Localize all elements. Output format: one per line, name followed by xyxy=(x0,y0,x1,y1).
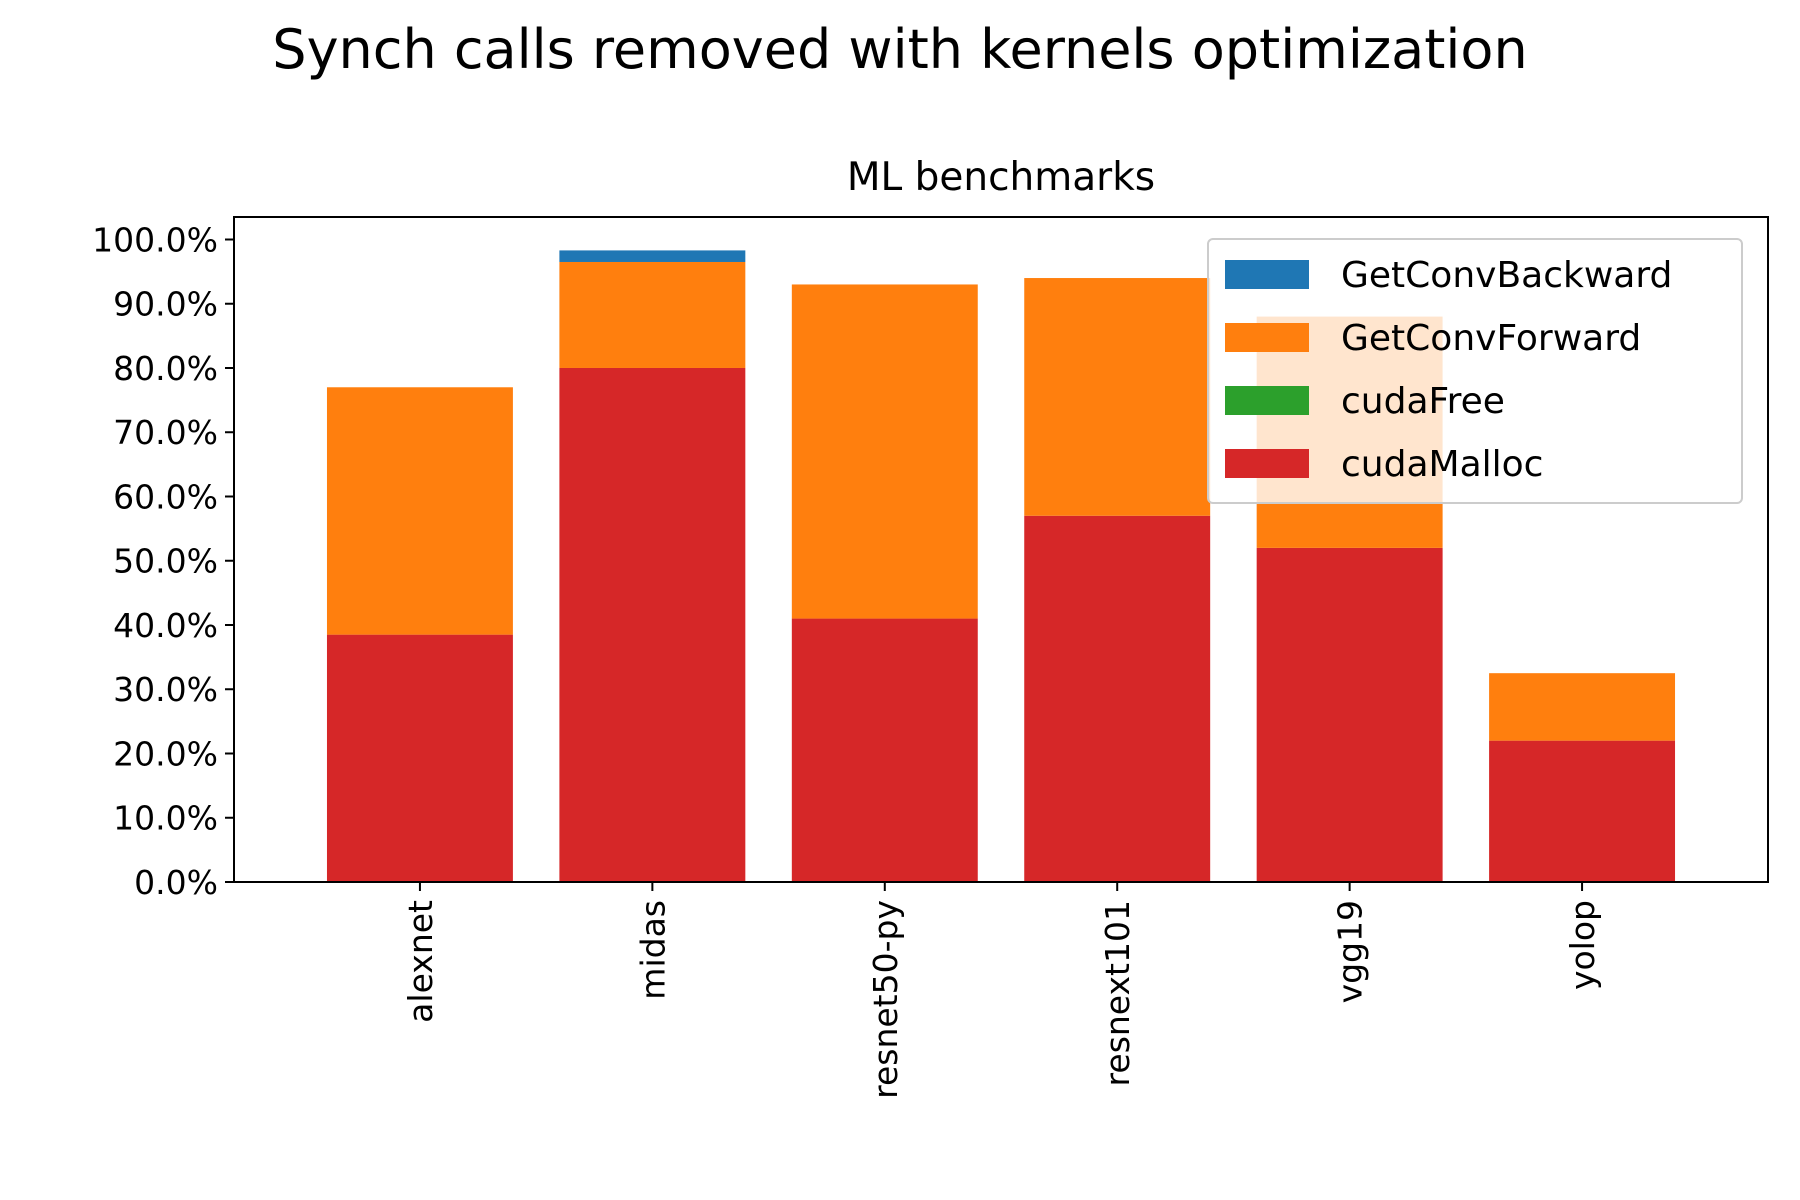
x-tick-label-alexnet: alexnet xyxy=(401,900,440,1023)
y-tick-label: 80.0% xyxy=(113,349,218,388)
legend-swatch-cudaFree xyxy=(1225,386,1309,415)
bar-midas-cudaMalloc xyxy=(559,367,746,882)
legend-label-GetConvForward: GetConvForward xyxy=(1341,318,1641,359)
bar-vgg19-cudaMalloc xyxy=(1256,547,1443,882)
legend-swatch-GetConvBackward xyxy=(1225,260,1309,289)
bar-alexnet-GetConvForward xyxy=(326,387,513,635)
bar-resnext101-GetConvForward xyxy=(1024,278,1211,516)
bar-alexnet-cudaMalloc xyxy=(326,634,513,882)
legend-swatch-cudaMalloc xyxy=(1225,449,1309,478)
y-tick-label: 10.0% xyxy=(113,799,218,838)
x-tick-label-resnet50-py: resnet50-py xyxy=(866,900,905,1099)
figure-title: Synch calls removed with kernels optimiz… xyxy=(272,18,1527,81)
bar-resnext101-cudaMalloc xyxy=(1024,515,1211,882)
legend-label-cudaFree: cudaFree xyxy=(1341,381,1505,422)
bar-resnet50-py-cudaMalloc xyxy=(791,618,978,882)
y-tick-label: 0.0% xyxy=(134,863,218,902)
x-tick-label-vgg19: vgg19 xyxy=(1331,900,1370,1003)
y-tick-label: 20.0% xyxy=(113,734,218,773)
y-tick-label: 50.0% xyxy=(113,542,218,581)
y-tick-label: 90.0% xyxy=(113,285,218,324)
x-tick-label-resnext101: resnext101 xyxy=(1098,900,1137,1086)
y-axis: 0.0% 10.0% 20.0% 30.0% 40.0% 50.0% 60.0% 70.0% 8… xyxy=(92,220,234,902)
y-tick-label: 60.0% xyxy=(113,477,218,516)
legend-box xyxy=(1207,238,1743,504)
bar-yolop-cudaMalloc xyxy=(1489,740,1676,882)
bars xyxy=(326,250,1676,882)
legend: GetConvBackward GetConvForward cudaFree cud… xyxy=(1207,238,1743,504)
y-tick-label: 30.0% xyxy=(113,670,218,709)
legend-label-cudaMalloc: cudaMalloc xyxy=(1341,444,1543,485)
y-tick-label: 70.0% xyxy=(113,413,218,452)
legend-label-GetConvBackward: GetConvBackward xyxy=(1341,255,1672,296)
x-tick-label-yolop: yolop xyxy=(1563,900,1602,990)
bar-midas-GetConvForward xyxy=(559,261,746,368)
bar-midas-GetConvBackward xyxy=(559,250,746,262)
y-tick-label: 100.0% xyxy=(92,220,218,259)
bar-resnet50-py-GetConvForward xyxy=(791,284,978,619)
legend-swatch-GetConvForward xyxy=(1225,323,1309,352)
plot-frame xyxy=(233,216,1769,883)
chart-title: ML benchmarks xyxy=(847,155,1155,200)
bar-yolop-GetConvForward xyxy=(1489,673,1676,741)
y-tick-label: 40.0% xyxy=(113,606,218,645)
x-axis: alexnet midas resnet50-py resnext101 vgg19 yo… xyxy=(401,882,1602,1099)
x-tick-label-midas: midas xyxy=(633,900,672,1000)
